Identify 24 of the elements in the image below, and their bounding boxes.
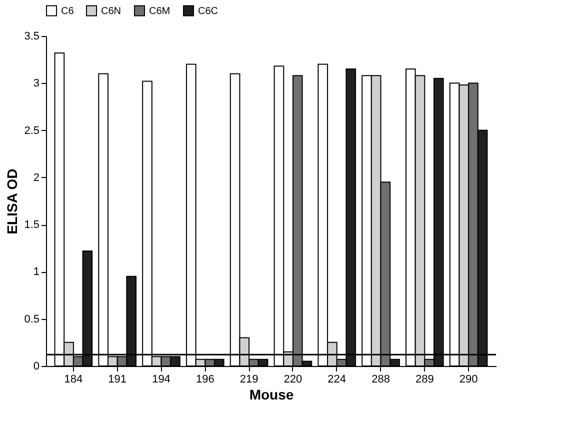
y-tick-label: 0: [33, 360, 40, 372]
x-tick-label: 194: [152, 374, 170, 386]
y-axis-title: ELISA OD: [4, 168, 20, 234]
legend-label: C6: [61, 6, 74, 17]
y-tick-label: 1.5: [24, 219, 40, 232]
legend-label: C6M: [149, 6, 170, 17]
y-tick-label: 2.5: [24, 124, 40, 137]
x-tick-label: 289: [415, 374, 434, 386]
x-tick-label: 224: [328, 374, 346, 386]
legend-label: C6C: [198, 6, 218, 17]
x-tick-label: 219: [240, 374, 258, 386]
x-tick-label: 290: [459, 374, 478, 386]
y-tick-label: 3.5: [24, 30, 40, 42]
y-tick-label: 2: [33, 172, 40, 184]
legend-label: C6N: [101, 6, 122, 17]
y-tick-label: 1: [33, 266, 40, 278]
x-tick-label: 184: [64, 374, 83, 386]
x-tick-label: 220: [284, 374, 302, 386]
x-tick-label: 191: [108, 374, 127, 386]
x-axis-title: Mouse: [249, 386, 294, 402]
y-tick-label: 0.5: [24, 313, 40, 326]
x-tick-label: 288: [372, 374, 390, 386]
x-tick-label: 196: [196, 374, 214, 386]
y-tick-label: 3: [33, 78, 40, 90]
